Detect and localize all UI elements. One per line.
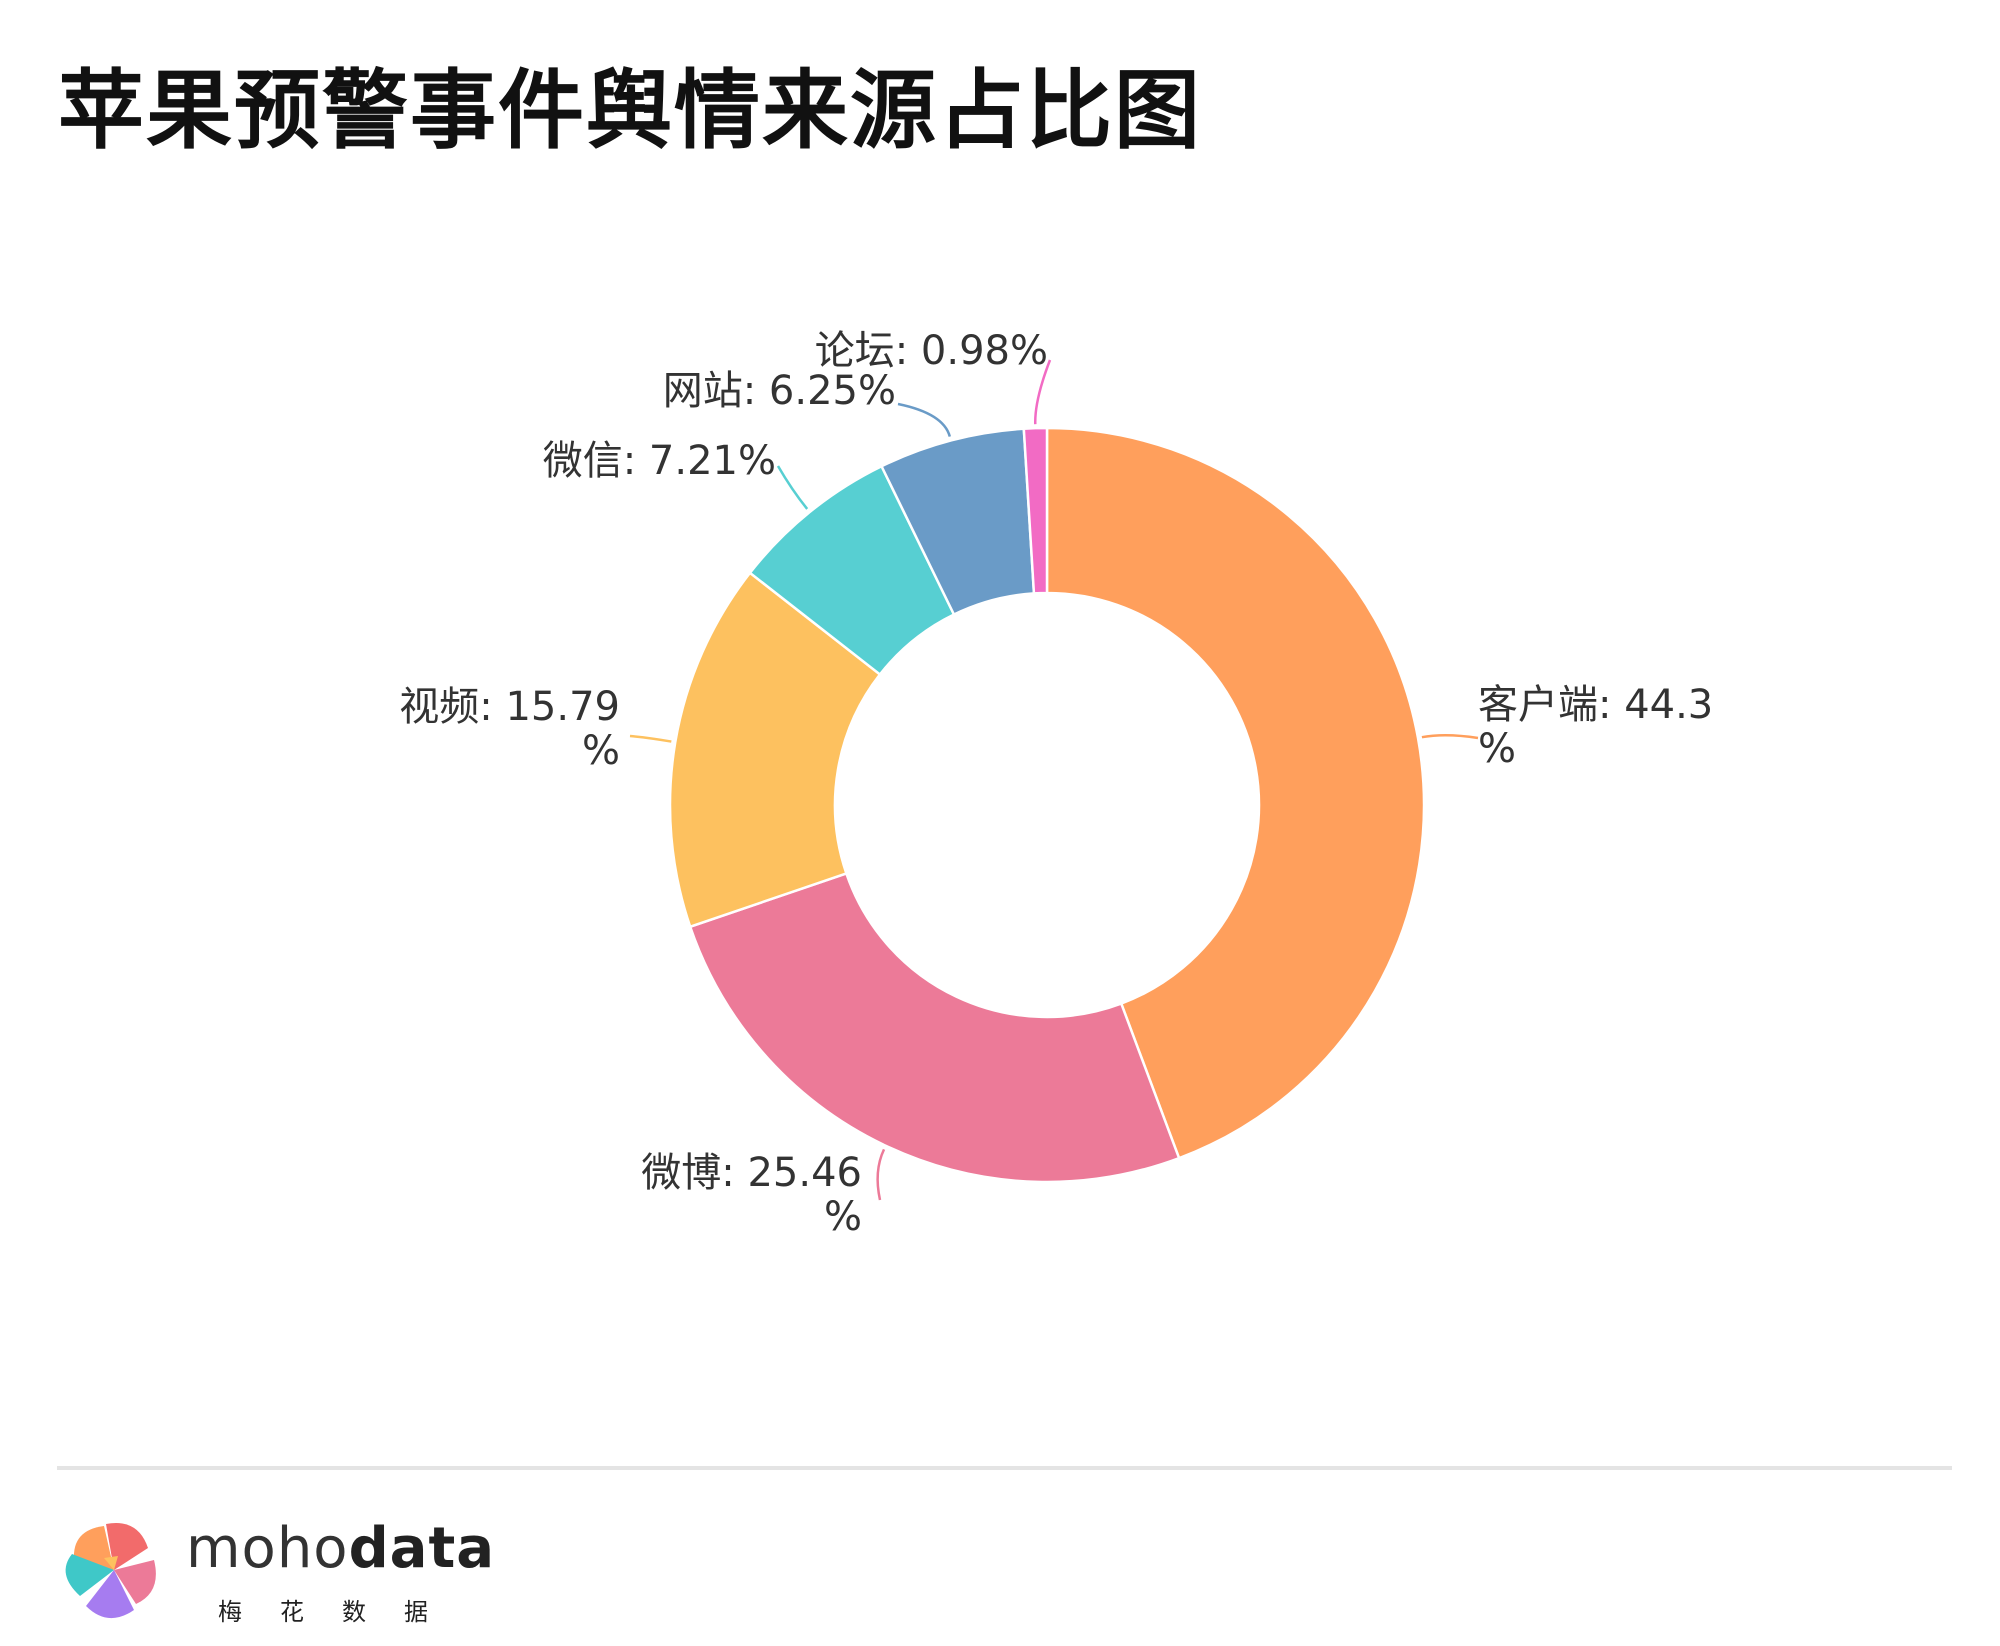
slice-label-3: 微信: 7.21% [543, 438, 776, 484]
labels-group: 客户端: 44.3 %微博: 25.46 %视频: 15.79 %微信: 7.21%网… [399, 328, 1713, 1240]
brand-wordmark: mohodata [186, 1516, 495, 1581]
slice-label-line: 客户端: 44.3 [1478, 682, 1713, 728]
brand-logo: mohodata 梅花数据 [56, 1510, 494, 1630]
slice-label-line: 视频: 15.79 [399, 684, 620, 730]
slice-label-line: 微信: 7.21% [543, 438, 776, 484]
slice-label-5: 论坛: 0.98% [815, 328, 1048, 374]
slice-0 [1045, 426, 1426, 1160]
slice-label-4: 网站: 6.25% [663, 368, 896, 414]
slice-1 [688, 871, 1181, 1184]
slice-label-1: 微博: 25.46% [641, 1150, 862, 1240]
slice-label-line: % [582, 728, 620, 774]
slices-group [668, 426, 1426, 1184]
slice-label-0: 客户端: 44.3% [1478, 682, 1713, 772]
brand-word-light: moho [186, 1516, 349, 1581]
slice-2 [668, 571, 882, 929]
chart-title: 苹果预警事件舆情来源占比图 [58, 61, 1202, 161]
slice-5 [1022, 426, 1049, 595]
donut-chart: 客户端: 44.3 %微博: 25.46 %视频: 15.79 %微信: 7.21%网… [399, 328, 1713, 1240]
brand-subtitle: 梅花数据 [218, 1598, 466, 1626]
leader-line-5 [1034, 359, 1052, 425]
leader-line-1 [876, 1148, 886, 1201]
pinwheel-icon [65, 1523, 156, 1619]
slice-label-line: 微博: 25.46 [641, 1150, 862, 1196]
leader-line-2 [629, 734, 672, 743]
slice-label-2: 视频: 15.79% [399, 684, 620, 774]
slice-label-line: % [1478, 726, 1516, 772]
brand-word-bold: data [348, 1516, 496, 1581]
slice-label-line: 论坛: 0.98% [815, 328, 1048, 374]
leader-line-0 [1421, 734, 1479, 740]
slice-label-line: % [824, 1194, 862, 1240]
footer-divider [57, 1466, 1952, 1470]
leader-line-4 [897, 402, 952, 437]
leader-line-3 [776, 465, 809, 510]
leader-lines-group [629, 359, 1479, 1201]
slice-label-line: 网站: 6.25% [663, 368, 896, 414]
